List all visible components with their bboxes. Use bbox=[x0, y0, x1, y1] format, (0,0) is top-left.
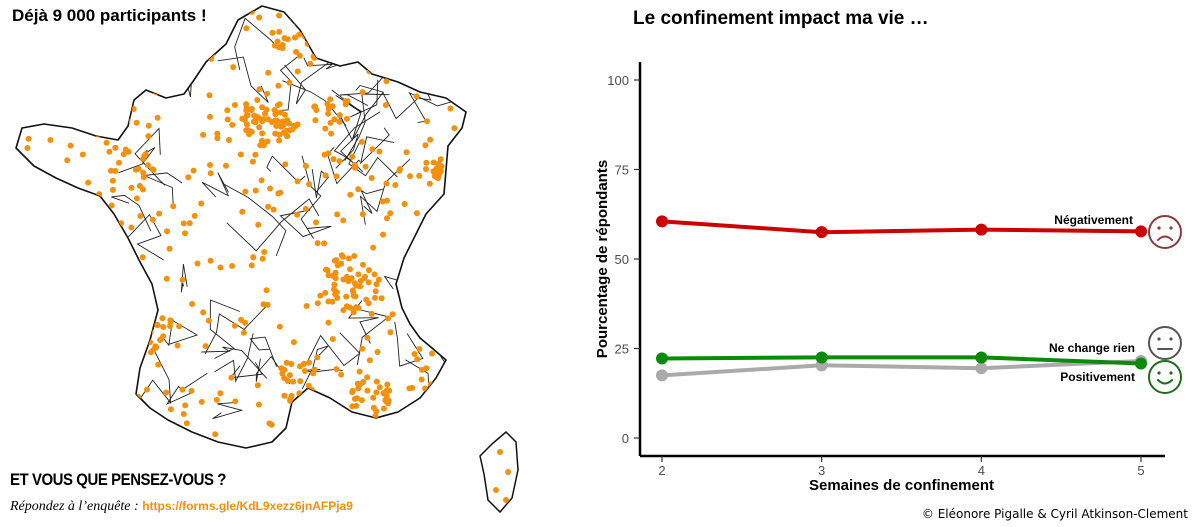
credit: © Eléonore Pigalle & Cyril Atkinson-Clem… bbox=[921, 507, 1188, 521]
x-tick-label: 4 bbox=[978, 463, 985, 478]
data-point-sad bbox=[975, 223, 988, 236]
series-line-neutral bbox=[661, 359, 1142, 378]
series-label-sad: Négativement bbox=[1054, 213, 1133, 227]
data-point-sad bbox=[1135, 225, 1147, 238]
y-tick-label: 100 bbox=[607, 73, 629, 88]
corsica-dots bbox=[493, 449, 511, 503]
y-tick-label: 25 bbox=[615, 342, 629, 357]
survey-line: Répondez à l’enquête : https://forms.gle… bbox=[10, 499, 353, 515]
x-tick-label: 2 bbox=[658, 463, 665, 478]
data-point-happy bbox=[656, 352, 668, 365]
data-point-sad bbox=[656, 215, 668, 228]
map-title: Déjà 9 000 participants ! bbox=[12, 6, 207, 25]
france-outline bbox=[15, 5, 467, 449]
chart-title: Le confinement impact ma vie … bbox=[633, 8, 929, 29]
series-label-happy: Positivement bbox=[1060, 370, 1135, 384]
neutral-face-icon bbox=[1148, 326, 1182, 360]
corsica-outline bbox=[479, 430, 519, 514]
sad-face-icon bbox=[1148, 215, 1182, 249]
x-tick-label: 5 bbox=[1137, 463, 1144, 478]
y-tick-label: 50 bbox=[615, 252, 629, 267]
data-point-neutral bbox=[656, 369, 668, 382]
france-map bbox=[15, 5, 519, 514]
data-point-neutral bbox=[975, 362, 988, 375]
x-tick-label: 3 bbox=[818, 463, 825, 478]
data-point-happy bbox=[975, 351, 988, 364]
series-line-happy bbox=[661, 355, 1142, 366]
series-label-neutral: Ne change rien bbox=[1049, 341, 1135, 355]
survey-prefix: Répondez à l’enquête : bbox=[10, 499, 143, 514]
happy-face-icon bbox=[1148, 360, 1182, 394]
y-tick-label: 75 bbox=[615, 163, 629, 178]
data-point-happy bbox=[1135, 357, 1147, 370]
y-axis-label: Pourcentage de répondants bbox=[594, 160, 611, 358]
x-axis-label: Semaines de confinement bbox=[809, 477, 994, 494]
data-point-happy bbox=[815, 351, 828, 364]
survey-link[interactable]: https://forms.gle/KdL9xezz6jnAFPja9 bbox=[142, 499, 353, 513]
series-line-sad bbox=[661, 219, 1142, 235]
y-tick-label: 0 bbox=[622, 431, 629, 446]
data-point-sad bbox=[815, 226, 828, 239]
call-to-action: ET VOUS QUE PENSEZ-VOUS ? bbox=[10, 470, 226, 489]
participant-dots bbox=[17, 7, 463, 448]
